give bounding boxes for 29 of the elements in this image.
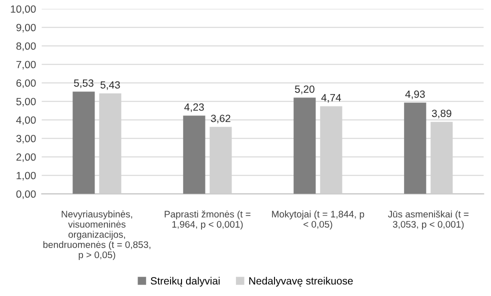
data-label: 5,20 <box>294 85 314 94</box>
y-tick-label: 3,00 <box>16 134 36 144</box>
bar <box>404 102 426 194</box>
y-tick-label: 6,00 <box>16 79 36 88</box>
data-label: 5,43 <box>100 81 120 90</box>
legend-label: Nedalyvavę streikuose <box>249 276 353 287</box>
y-tick-label: 1,00 <box>16 172 36 180</box>
bar <box>72 92 95 194</box>
x-tick-label: Paprasti žmonės (t = 1,964, p < 0,001) <box>164 210 250 230</box>
bar <box>183 116 206 194</box>
y-tick-label: 8,00 <box>16 42 36 51</box>
bar <box>294 98 316 194</box>
y-tick-label: 2,00 <box>16 153 36 162</box>
data-label: 4,93 <box>405 90 425 100</box>
legend-label: Streikų dalyviai <box>150 276 220 287</box>
x-tick-label: Mokytojai (t = 1,844, p < 0,05) <box>272 210 364 230</box>
y-tick-label: 10,00 <box>10 5 36 14</box>
y-tick-label: 5,00 <box>16 98 36 106</box>
y-tick-label: 4,00 <box>16 116 36 125</box>
y-tick-label: 7,00 <box>16 60 36 70</box>
y-tick-label: 9,00 <box>16 24 36 32</box>
data-label: 3,62 <box>210 114 230 124</box>
data-label: 5,53 <box>74 79 94 88</box>
data-label: 4,23 <box>184 103 204 112</box>
data-label: 4,74 <box>321 94 342 103</box>
data-label: 3,89 <box>432 110 452 118</box>
y-tick-label: 0,00 <box>16 190 36 199</box>
x-tick-label: Jūs asmeniškai (t = 3,053, p < 0,001) <box>388 210 468 230</box>
x-tick-label: Nevyriausybinės, visuomeninės organizacijos, bendruomenės (t = 0,853, p > 0,05) <box>43 210 150 260</box>
